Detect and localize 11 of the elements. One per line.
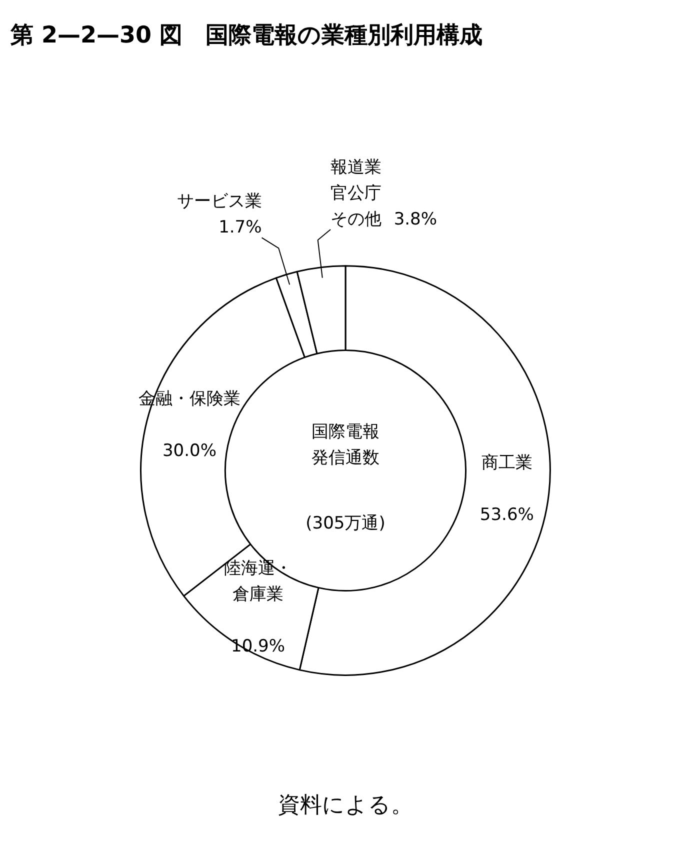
data-label: 3.8% (394, 210, 438, 230)
text: 資料による。 (278, 793, 413, 818)
data-label: 30.0% (162, 441, 216, 462)
chart-title: 第 2—2—30 図 国際電報の業種別利用構成 (10, 22, 483, 48)
slice-label: 商工業 (481, 452, 532, 473)
slice-label: 報道業官公庁その他 (330, 158, 382, 230)
text: 国際電報発信通数 (312, 422, 380, 468)
slice-label: サービス業 (176, 192, 262, 212)
data-label: 53.6% (480, 504, 534, 525)
text: (305万通) (306, 513, 386, 534)
data-label: 1.7% (218, 218, 262, 238)
